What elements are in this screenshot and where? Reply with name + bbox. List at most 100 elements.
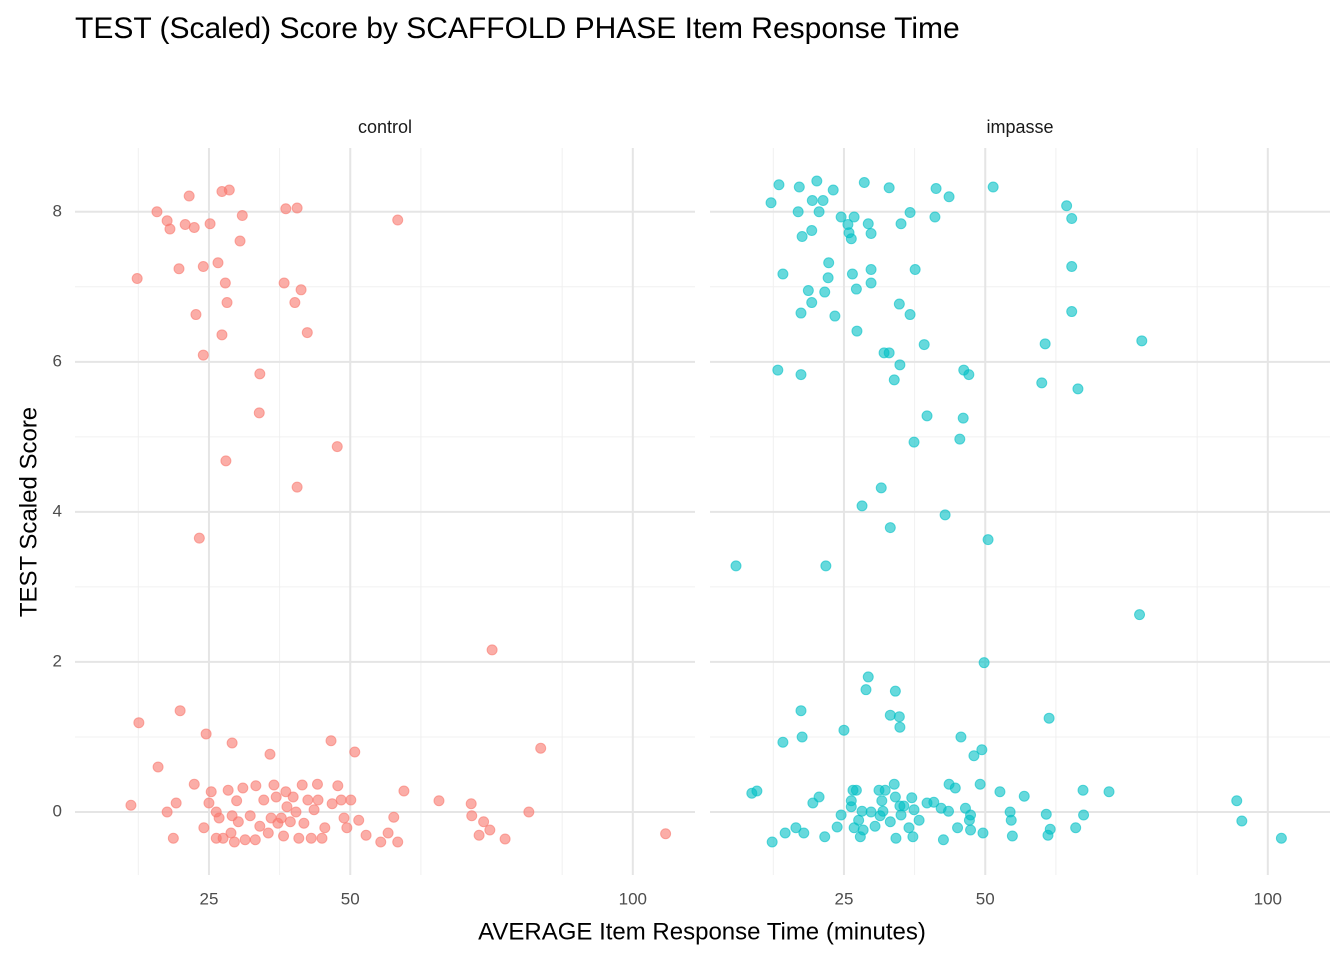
point xyxy=(904,207,916,219)
point xyxy=(908,436,920,448)
point xyxy=(1275,832,1287,844)
point xyxy=(262,827,274,839)
point xyxy=(790,822,802,834)
point xyxy=(360,829,372,841)
point xyxy=(889,791,901,803)
point xyxy=(865,806,877,818)
facet-label: impasse xyxy=(986,117,1053,137)
point xyxy=(921,410,933,422)
point xyxy=(290,806,302,818)
point xyxy=(1039,338,1051,350)
point xyxy=(1066,213,1078,225)
point xyxy=(890,832,902,844)
point xyxy=(806,225,818,237)
point xyxy=(250,780,262,792)
point xyxy=(1070,822,1082,834)
point xyxy=(1236,815,1248,827)
point xyxy=(164,223,176,235)
point xyxy=(807,797,819,809)
point xyxy=(965,824,977,836)
point xyxy=(301,327,313,339)
point xyxy=(939,509,951,521)
point xyxy=(535,742,547,754)
point xyxy=(1103,786,1115,798)
point xyxy=(792,206,804,218)
point xyxy=(398,785,410,797)
point xyxy=(219,277,231,289)
point xyxy=(312,794,324,806)
point xyxy=(903,822,915,834)
point xyxy=(281,801,293,813)
point xyxy=(977,827,989,839)
point xyxy=(862,218,874,230)
point xyxy=(894,359,906,371)
point xyxy=(1072,383,1084,395)
point xyxy=(893,711,905,723)
point xyxy=(392,836,404,848)
point xyxy=(802,285,814,297)
point xyxy=(298,817,310,829)
point xyxy=(813,206,825,218)
point xyxy=(293,832,305,844)
point xyxy=(965,809,977,821)
point xyxy=(908,804,920,816)
point xyxy=(239,834,251,846)
point xyxy=(332,780,344,792)
point xyxy=(220,455,232,467)
point xyxy=(465,798,477,810)
point xyxy=(884,816,896,828)
y-axis-label: TEST Scaled Score xyxy=(15,407,42,617)
point xyxy=(278,830,290,842)
point xyxy=(237,782,249,794)
point xyxy=(1231,795,1243,807)
point xyxy=(1061,200,1073,212)
point xyxy=(930,183,942,195)
point xyxy=(795,369,807,381)
point xyxy=(1005,814,1017,826)
point xyxy=(982,534,994,546)
point xyxy=(819,286,831,298)
x-tick-label: 50 xyxy=(341,889,360,908)
point xyxy=(375,836,387,848)
point xyxy=(987,181,999,193)
point xyxy=(161,806,173,818)
point xyxy=(811,175,823,187)
point xyxy=(188,778,200,790)
point xyxy=(856,805,868,817)
point xyxy=(978,657,990,669)
point xyxy=(499,833,511,845)
point xyxy=(907,831,919,843)
point xyxy=(779,827,791,839)
point xyxy=(338,812,350,824)
point xyxy=(433,795,445,807)
point xyxy=(795,705,807,717)
point xyxy=(203,797,215,809)
point xyxy=(1078,809,1090,821)
point xyxy=(305,832,317,844)
x-tick-label: 25 xyxy=(834,889,853,908)
point xyxy=(341,822,353,834)
point xyxy=(231,795,243,807)
point xyxy=(928,796,940,808)
x-tick-label: 25 xyxy=(199,889,218,908)
point xyxy=(466,810,478,822)
point xyxy=(484,824,496,836)
point xyxy=(205,786,217,798)
point xyxy=(302,794,314,806)
point xyxy=(994,786,1006,798)
point xyxy=(226,737,238,749)
point xyxy=(478,816,490,828)
point xyxy=(179,219,191,231)
point xyxy=(216,329,228,341)
point xyxy=(906,792,918,804)
point xyxy=(197,349,209,361)
point xyxy=(213,812,225,824)
point xyxy=(1134,609,1146,621)
point xyxy=(1077,784,1089,796)
point xyxy=(353,814,365,826)
point xyxy=(798,827,810,839)
point xyxy=(898,800,910,812)
y-tick-label: 2 xyxy=(53,651,62,670)
point xyxy=(952,822,964,834)
point xyxy=(875,482,887,494)
